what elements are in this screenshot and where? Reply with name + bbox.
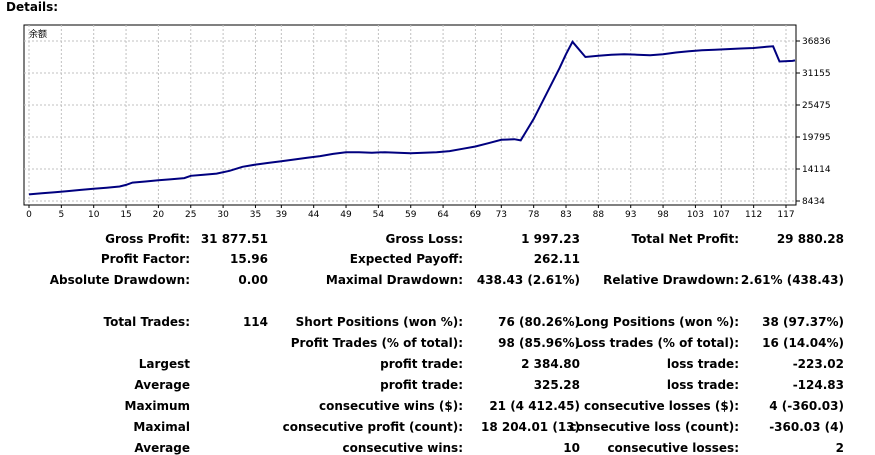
absolute-drawdown-label: Absolute Drawdown:	[49, 273, 190, 287]
y-tick-label: 8434	[802, 197, 825, 207]
average-profit-value: 325.28	[533, 378, 580, 392]
x-tick-label: 69	[470, 210, 482, 220]
maximal-consec-profit-label: consecutive profit (count):	[282, 420, 463, 434]
x-tick-label: 59	[405, 210, 417, 220]
chart-grid	[24, 25, 796, 205]
average-loss-label: loss trade:	[666, 378, 739, 392]
total-net-profit-value: 29 880.28	[776, 232, 844, 246]
x-tick-label: 44	[308, 210, 320, 220]
maximum-label: Maximum	[124, 399, 190, 413]
x-tick-label: 49	[340, 210, 352, 220]
largest-loss-label: loss trade:	[666, 357, 739, 371]
x-tick-label: 5	[58, 210, 64, 220]
max-consec-losses-value: 4 (-360.03)	[769, 399, 844, 413]
total-trades-label: Total Trades:	[103, 315, 190, 329]
loss-trades-value: 16 (14.04%)	[762, 336, 844, 350]
x-tick-label: 64	[437, 210, 449, 220]
avg-consec-losses-label: consecutive losses:	[607, 441, 739, 455]
average-label: Average	[134, 378, 190, 392]
maximal-label: Maximal	[133, 420, 190, 434]
x-tick-label: 73	[496, 210, 507, 220]
maximal-consec-loss-label: consecutive loss (count):	[569, 420, 739, 434]
x-tick-label: 35	[250, 210, 261, 220]
avg-consec-wins-value: 10	[563, 441, 580, 455]
chart-plot-area	[23, 24, 797, 206]
gross-profit-value: 31 877.51	[200, 232, 268, 246]
balance-chart: 余额 36836 31155 25475 19795 14114 8434 0 5 10 15 2…	[23, 24, 831, 220]
x-tick-label: 83	[560, 210, 571, 220]
long-positions-value: 38 (97.37%)	[762, 315, 844, 329]
total-trades-value: 114	[242, 315, 268, 329]
x-tick-label: 88	[593, 210, 605, 220]
y-tick-label: 14114	[802, 165, 831, 175]
profit-trades-value: 98 (85.96%)	[498, 336, 580, 350]
largest-label: Largest	[138, 357, 190, 371]
relative-drawdown-value: 2.61% (438.43)	[740, 273, 844, 287]
absolute-drawdown-value: 0.00	[238, 273, 268, 287]
y-axis: 36836 31155 25475 19795 14114 8434	[796, 37, 831, 207]
x-tick-label: 103	[687, 210, 704, 220]
expected-payoff-value: 262.11	[533, 252, 580, 266]
largest-profit-value: 2 384.80	[521, 357, 580, 371]
x-tick-label: 30	[217, 210, 229, 220]
largest-profit-label: profit trade:	[380, 357, 463, 371]
maximal-consec-loss-value: -360.03 (4)	[769, 420, 844, 434]
gross-loss-value: 1 997.23	[521, 232, 580, 246]
balance-line	[28, 40, 796, 196]
max-consec-wins-value: 21 (4 412.45)	[489, 399, 580, 413]
x-tick-label: 25	[185, 210, 196, 220]
largest-loss-value: -223.02	[792, 357, 844, 371]
total-net-profit-label: Total Net Profit:	[631, 232, 739, 246]
x-tick-label: 0	[26, 210, 32, 220]
short-positions-value: 76 (80.26%)	[498, 315, 580, 329]
gross-profit-label: Gross Profit:	[105, 232, 190, 246]
max-consec-losses-label: consecutive losses ($):	[583, 399, 739, 413]
relative-drawdown-label: Relative Drawdown:	[603, 273, 739, 287]
y-tick-label: 25475	[802, 101, 831, 111]
avg-consec-wins-label: consecutive wins:	[342, 441, 463, 455]
x-tick-label: 15	[120, 210, 131, 220]
y-tick-label: 19795	[802, 133, 831, 143]
average-profit-label: profit trade:	[380, 378, 463, 392]
profit-trades-label: Profit Trades (% of total):	[290, 336, 463, 350]
x-tick-label: 78	[528, 210, 540, 220]
avg-consec-losses-value: 2	[835, 441, 844, 455]
x-axis: 0 5 10 15 20 25 30 35 39 44 49 54 59 64 69 73 78 83 88 93 98…	[26, 205, 795, 220]
average-loss-value: -124.83	[792, 378, 844, 392]
x-tick-label: 39	[276, 210, 288, 220]
y-tick-label: 36836	[802, 37, 831, 47]
long-positions-label: Long Positions (won %):	[575, 315, 739, 329]
series-label: 余额	[29, 28, 47, 40]
x-tick-label: 112	[745, 210, 762, 220]
y-tick-label: 31155	[802, 69, 831, 79]
details-title: Details:	[6, 0, 59, 14]
short-positions-label: Short Positions (won %):	[295, 315, 463, 329]
x-tick-label: 54	[373, 210, 385, 220]
x-tick-label: 20	[153, 210, 165, 220]
expected-payoff-label: Expected Payoff:	[349, 252, 463, 266]
x-tick-label: 10	[88, 210, 100, 220]
maximal-consec-profit-value: 18 204.01 (13)	[480, 420, 580, 434]
profit-factor-value: 15.96	[230, 252, 268, 266]
x-tick-label: 117	[777, 210, 794, 220]
x-tick-label: 107	[713, 210, 730, 220]
average2-label: Average	[134, 441, 190, 455]
gross-loss-label: Gross Loss:	[385, 232, 463, 246]
x-tick-label: 98	[657, 210, 669, 220]
maximal-drawdown-value: 438.43 (2.61%)	[476, 273, 580, 287]
x-tick-label: 93	[625, 210, 636, 220]
loss-trades-label: Loss trades (% of total):	[575, 336, 739, 350]
maximal-drawdown-label: Maximal Drawdown:	[325, 273, 463, 287]
profit-factor-label: Profit Factor:	[100, 252, 190, 266]
max-consec-wins-label: consecutive wins ($):	[318, 399, 463, 413]
